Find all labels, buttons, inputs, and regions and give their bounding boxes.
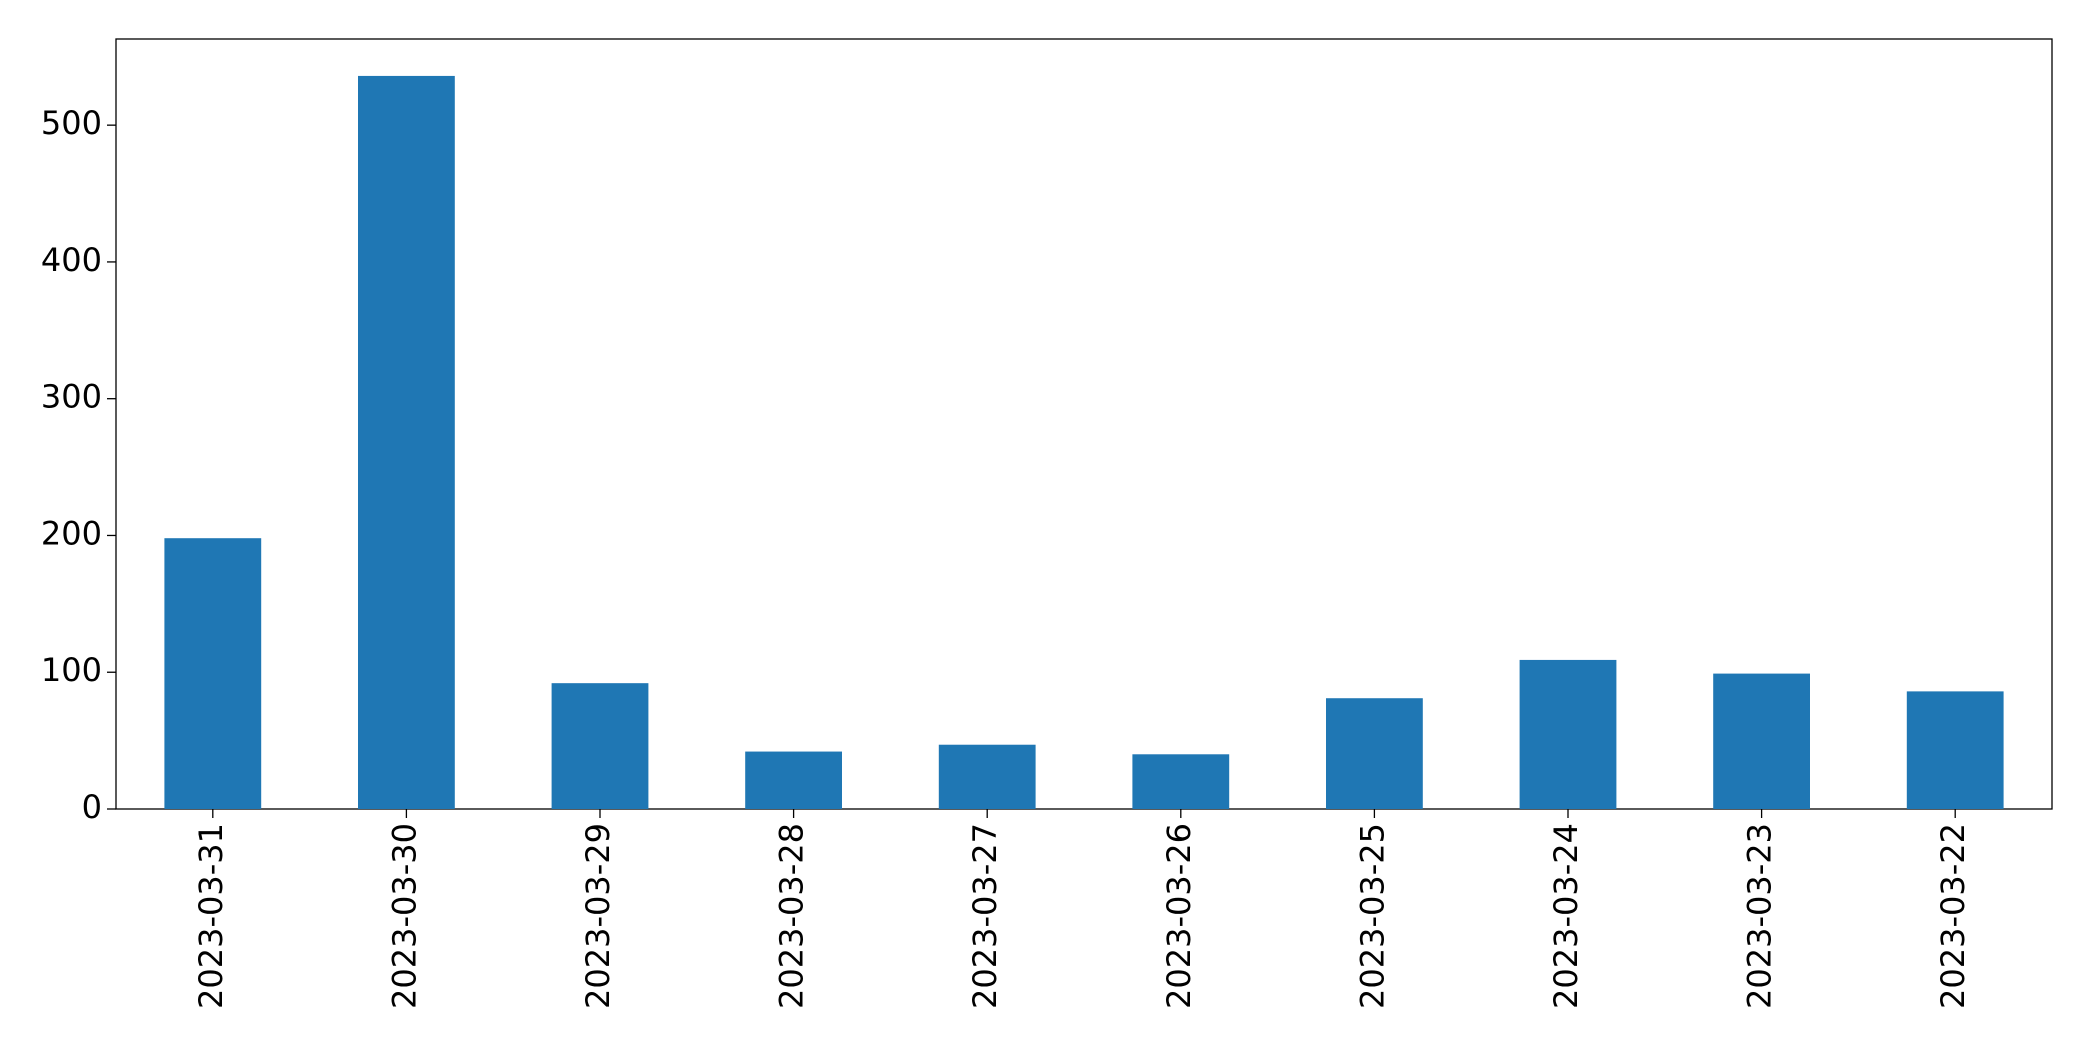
bar xyxy=(1132,754,1230,809)
bar xyxy=(1906,691,2004,809)
bar xyxy=(1713,673,1810,809)
bar xyxy=(1519,659,1617,809)
bar xyxy=(1326,698,1423,809)
x-tick-label: 2023-03-24 xyxy=(1547,823,1585,1009)
y-tick-label: 300 xyxy=(41,378,102,416)
y-tick-label: 400 xyxy=(41,241,102,279)
x-tick-label: 2023-03-28 xyxy=(773,823,811,1009)
plot-frame xyxy=(115,38,2053,810)
y-tick-label: 100 xyxy=(41,651,102,689)
y-tick-label: 0 xyxy=(82,788,102,826)
y-tick-label: 500 xyxy=(41,104,102,142)
x-tick-label: 2023-03-26 xyxy=(1160,823,1198,1009)
x-tick-label: 2023-03-25 xyxy=(1353,823,1391,1009)
x-tick-label: 2023-03-30 xyxy=(385,823,423,1009)
x-tick-label: 2023-03-29 xyxy=(579,823,617,1009)
bar xyxy=(358,75,455,809)
y-tick-label: 200 xyxy=(41,514,102,552)
bar xyxy=(551,683,649,809)
x-tick-label: 2023-03-31 xyxy=(192,823,230,1009)
x-tick-label: 2023-03-23 xyxy=(1741,823,1779,1009)
bar xyxy=(164,538,262,809)
x-tick-label: 2023-03-22 xyxy=(1934,823,1972,1009)
bar xyxy=(745,751,842,809)
bar xyxy=(938,744,1036,809)
x-tick-label: 2023-03-27 xyxy=(966,823,1004,1009)
